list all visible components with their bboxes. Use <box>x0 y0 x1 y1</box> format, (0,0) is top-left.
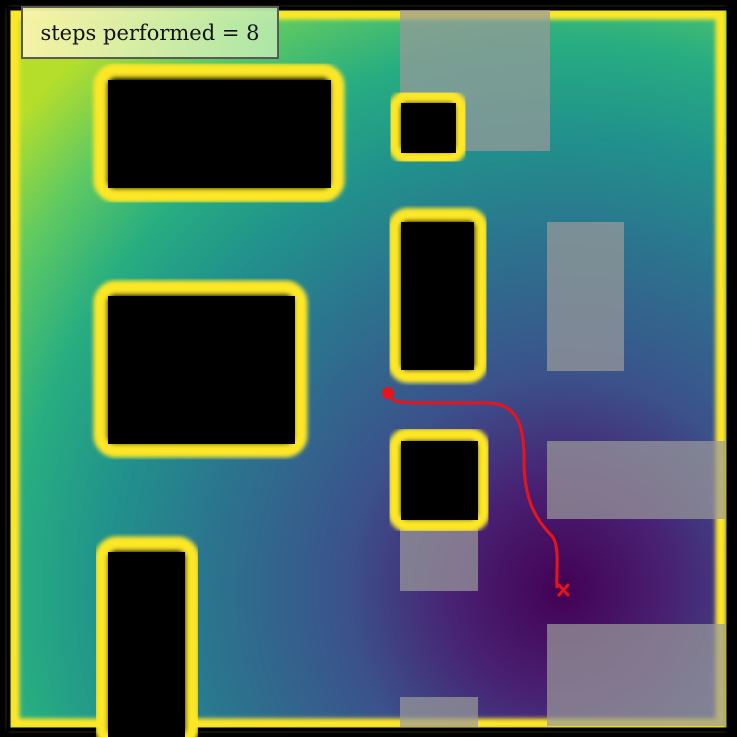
obstacles <box>93 63 490 737</box>
boundary-wall <box>8 8 727 730</box>
obstacle-block <box>93 63 345 203</box>
steps-equals: = <box>221 20 240 45</box>
gray-patch <box>400 697 478 727</box>
obstacle-block <box>93 280 308 458</box>
obstacle-block <box>388 208 488 383</box>
gray-patch <box>400 528 478 591</box>
gray-patch <box>547 441 725 519</box>
goal-x-icon <box>557 583 570 597</box>
gray-patch <box>547 222 624 371</box>
overlay-patches <box>400 10 725 727</box>
obstacle-block <box>388 428 490 532</box>
agent-trajectory <box>386 392 559 589</box>
steps-value: 8 <box>246 20 260 45</box>
boundary-wall-edge <box>6 6 731 732</box>
start-dot-icon <box>382 387 394 399</box>
steps-label: steps performed <box>40 20 216 45</box>
steps-counter-box: steps performed = 8 <box>21 6 279 59</box>
obstacle-block <box>94 536 200 737</box>
obstacle-block <box>388 90 468 164</box>
gray-patch <box>547 624 725 726</box>
